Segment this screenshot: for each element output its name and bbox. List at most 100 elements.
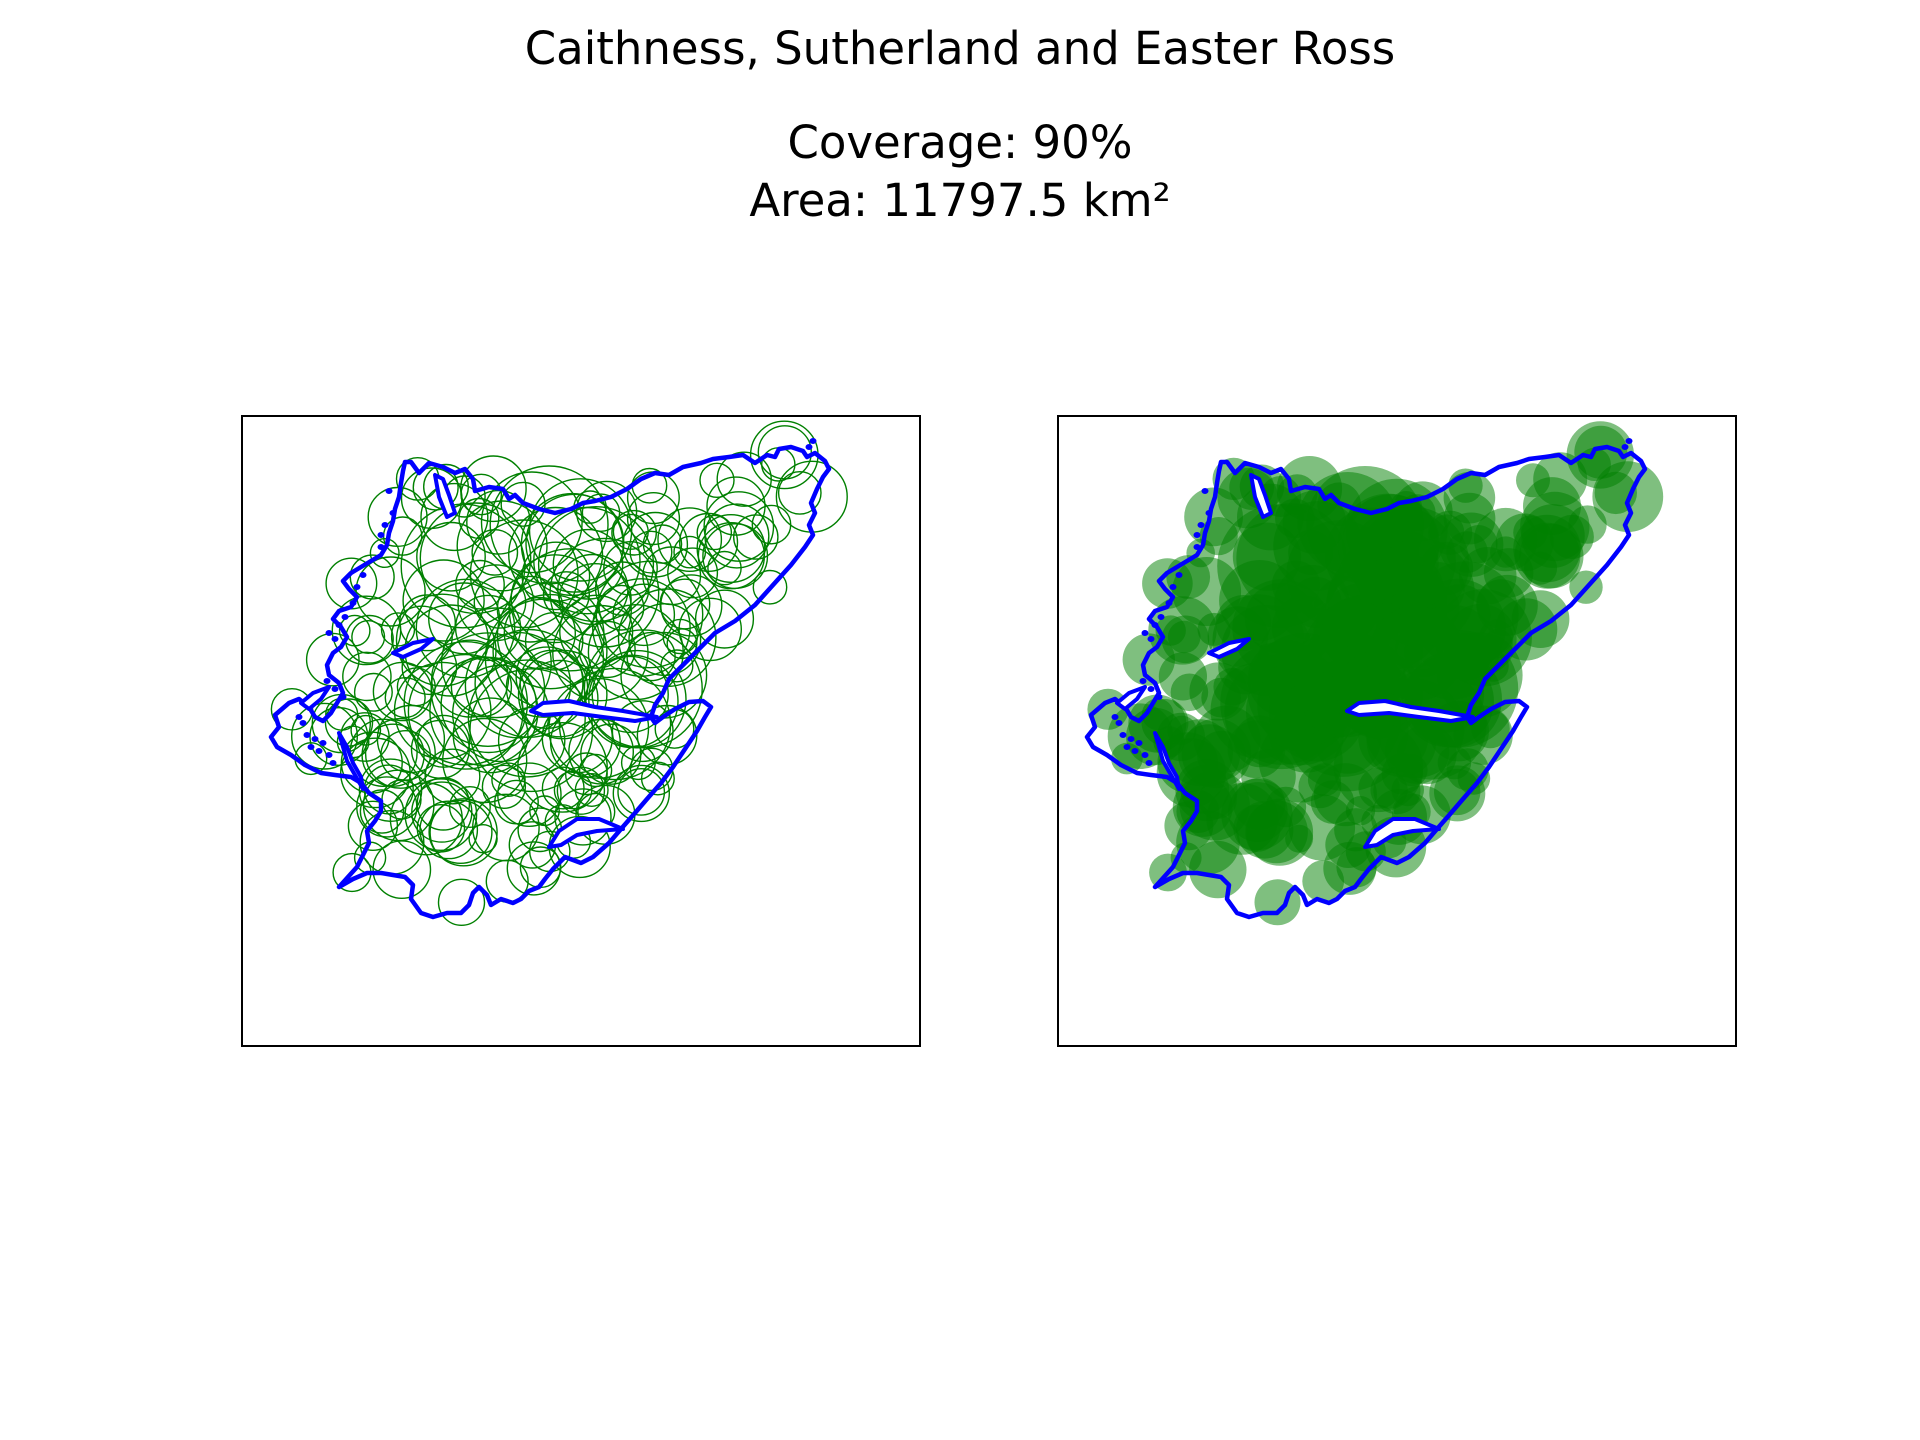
island-outline	[1139, 678, 1147, 684]
coverage-circle	[598, 584, 645, 631]
coverage-circle	[517, 721, 608, 813]
coverage-circle	[554, 788, 612, 846]
island-outline	[1147, 636, 1155, 642]
island-outline	[341, 614, 349, 620]
island-outline	[381, 522, 389, 528]
island-outline	[1141, 752, 1149, 758]
island-outline	[1201, 488, 1209, 494]
coverage-circle	[1170, 673, 1209, 712]
island-outline	[1135, 740, 1143, 746]
island-outline	[1119, 732, 1127, 738]
coverage-circle	[420, 482, 489, 552]
coverage-circle	[407, 653, 524, 770]
coastline-outline	[268, 444, 832, 920]
coverage-circle	[1180, 765, 1230, 814]
coverage-circle	[578, 753, 613, 788]
island-outline	[315, 748, 323, 754]
map-panel-outline-circles	[241, 415, 921, 1047]
island-outline	[1197, 522, 1205, 528]
sea-inlet-outline	[529, 699, 659, 723]
island-outline	[1205, 510, 1213, 516]
sea-inlet-outline	[1249, 473, 1273, 519]
coverage-circle	[662, 618, 699, 655]
coverage-circle	[1476, 574, 1538, 636]
coverage-circle	[699, 462, 735, 498]
coverage-filled-circles	[1087, 421, 1664, 926]
coverage-circle	[694, 589, 755, 649]
island-outline	[329, 760, 337, 766]
island-outline	[331, 686, 339, 692]
island-outline	[385, 488, 393, 494]
coverage-circle	[508, 548, 632, 672]
island-outline	[331, 636, 339, 642]
coverage-circle	[556, 766, 606, 815]
coverage-circle	[1549, 514, 1594, 560]
coverage-circle	[1513, 515, 1548, 550]
sea-inlet-outline	[1207, 637, 1251, 659]
coverage-circle	[541, 766, 585, 810]
sea-inlet-outline	[1153, 731, 1181, 791]
coverage-circle	[581, 493, 621, 532]
coverage-circle	[331, 595, 402, 666]
map-title: Caithness, Sutherland and Easter Ross	[524, 22, 1396, 75]
coverage-circle	[1189, 840, 1247, 899]
sea-inlet-outline	[1345, 699, 1475, 723]
island-outline	[1625, 438, 1633, 444]
coverage-circle	[389, 782, 463, 856]
coverage-circle	[506, 841, 561, 896]
coverage-circle	[666, 628, 698, 660]
island-outline	[1111, 714, 1119, 720]
coverage-circle	[400, 503, 526, 629]
coverage-circle	[484, 598, 605, 718]
coverage-circle	[552, 528, 624, 600]
coverage-circle	[640, 761, 675, 796]
island-outline	[377, 532, 385, 538]
coverage-circle	[667, 547, 719, 599]
coverage-circle	[533, 506, 641, 615]
island-outline	[1169, 584, 1177, 590]
coverage-circle	[1345, 796, 1376, 826]
coverage-circle	[558, 563, 632, 637]
coverage-circle	[1325, 821, 1372, 868]
map-right-svg	[1084, 421, 1664, 926]
coverage-circle	[508, 506, 604, 602]
island-outline	[377, 544, 385, 550]
coverage-circle	[549, 537, 660, 648]
coverage-circle	[1457, 762, 1491, 795]
coverage-circle	[351, 619, 386, 654]
coverage-circle	[471, 528, 519, 576]
island-outline	[805, 444, 813, 450]
coverage-circle	[350, 714, 382, 746]
island-outline	[323, 678, 331, 684]
sea-inlet-outline	[433, 473, 457, 519]
coverage-circle	[552, 604, 649, 702]
coverage-circle	[703, 491, 775, 562]
coverage-circle	[404, 778, 478, 851]
island-outline	[1193, 544, 1201, 550]
coverage-circle	[1197, 612, 1231, 646]
coverage-circle	[481, 764, 527, 809]
island-outline	[1155, 694, 1163, 700]
coverage-circle	[467, 659, 586, 778]
coverage-circle	[474, 628, 584, 739]
island-outline	[335, 622, 343, 628]
coverage-circle	[521, 541, 591, 611]
coverage-circle	[673, 535, 707, 569]
coverage-circle	[612, 583, 676, 647]
coverage-circle	[364, 717, 436, 789]
coverage-circle	[491, 762, 526, 798]
island-outline	[1131, 748, 1139, 754]
coverage-circle	[578, 620, 636, 679]
coverage-circle	[437, 878, 486, 926]
island-outline	[359, 572, 367, 578]
coverage-circle	[430, 632, 546, 748]
sea-inlet-outline	[1115, 685, 1147, 711]
coverage-circle	[376, 704, 446, 774]
island-outline	[1165, 600, 1173, 606]
coverage-circle	[424, 748, 481, 805]
coverage-circle	[489, 465, 609, 585]
island-outline	[1621, 444, 1629, 450]
coverage-circle	[305, 632, 360, 687]
coverage-circle	[402, 559, 485, 642]
island-outline	[353, 584, 361, 590]
